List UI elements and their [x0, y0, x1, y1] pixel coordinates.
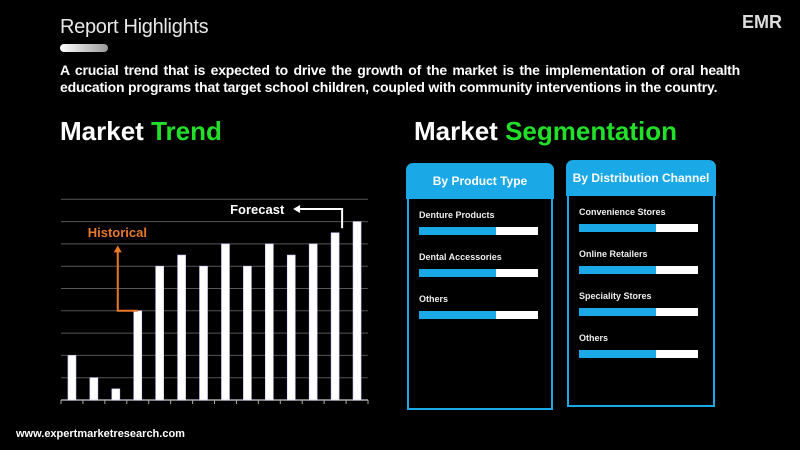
historical-arrow	[116, 248, 138, 312]
market-trend-heading: Market Trend	[60, 116, 222, 146]
bar	[89, 377, 99, 401]
arrow-head-icon	[293, 205, 301, 213]
segment-label: Others	[579, 333, 609, 343]
bar	[308, 243, 318, 401]
title-underline	[60, 44, 108, 52]
bar	[243, 265, 252, 401]
progress-fill	[419, 227, 497, 235]
bar	[199, 265, 208, 401]
segment-label: Denture Products	[419, 210, 495, 220]
market-trend-chart: Historical Forecast	[60, 198, 369, 404]
progress-fill	[579, 266, 657, 274]
segment-label: Convenience Stores	[579, 207, 666, 217]
bar	[155, 265, 164, 401]
historical-label: Historical	[88, 225, 147, 240]
segment-label: Dental Accessories	[419, 252, 502, 262]
bar	[352, 221, 362, 401]
emr-logo: EMR	[742, 12, 782, 32]
segment-progress-bar	[579, 266, 698, 274]
segment-progress-bar	[579, 224, 698, 232]
progress-fill	[419, 311, 497, 319]
bar	[221, 243, 230, 401]
segment-label: Others	[419, 294, 449, 304]
description: A crucial trend that is expected to driv…	[60, 62, 740, 95]
progress-fill	[579, 350, 657, 358]
panel-header: By Distribution Channel	[566, 160, 716, 196]
progress-fill	[579, 224, 657, 232]
bar	[177, 254, 186, 401]
bar	[286, 254, 296, 401]
panel-header: By Product Type	[406, 163, 554, 199]
segment-progress-bar	[419, 311, 538, 319]
bar	[265, 243, 274, 401]
segment-progress-bar	[579, 350, 698, 358]
segment-label: Speciality Stores	[579, 291, 652, 301]
market-segmentation-heading: Market Segmentation	[414, 116, 677, 146]
bar	[330, 232, 340, 401]
bar	[67, 355, 77, 401]
bar	[133, 310, 143, 401]
segment-progress-bar	[419, 227, 538, 235]
bar	[111, 388, 121, 401]
progress-fill	[419, 269, 497, 277]
arrow-head-icon	[113, 245, 122, 253]
progress-fill	[579, 308, 657, 316]
website-url: www.expertmarketresearch.com	[16, 428, 185, 440]
forecast-label: Forecast	[230, 202, 285, 217]
segment-label: Online Retailers	[579, 249, 648, 259]
segment-progress-bar	[419, 269, 538, 277]
forecast-arrow	[300, 208, 344, 229]
page-title: Report Highlights	[60, 16, 209, 38]
segment-progress-bar	[579, 308, 698, 316]
